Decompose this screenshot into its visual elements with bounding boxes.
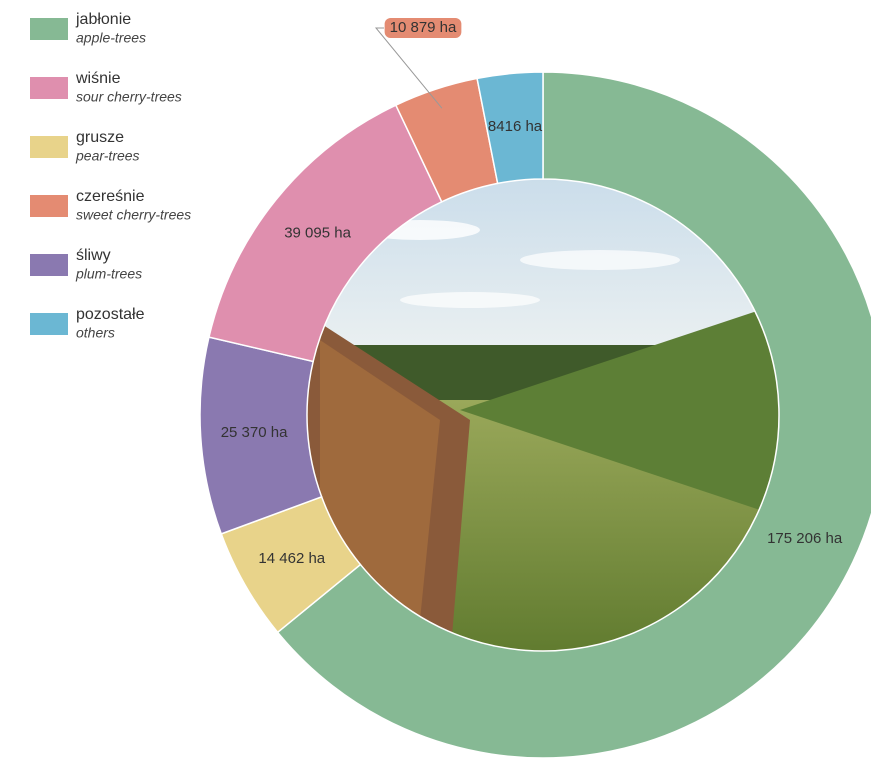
- value-label: 39 095 ha: [284, 224, 351, 241]
- legend-swatch: [30, 254, 68, 276]
- legend-sublabel: apple-trees: [76, 30, 146, 46]
- legend-swatch: [30, 77, 68, 99]
- value-label: 10 879 ha: [390, 19, 457, 36]
- legend-label: wiśnie: [75, 70, 121, 87]
- legend-label: jabłonie: [75, 11, 131, 28]
- legend-label: grusze: [76, 129, 124, 146]
- legend-swatch: [30, 195, 68, 217]
- legend-sublabel: plum-trees: [75, 266, 142, 282]
- legend-label: śliwy: [76, 247, 111, 264]
- legend-swatch: [30, 136, 68, 158]
- value-label: 8416 ha: [488, 118, 543, 135]
- legend-sublabel: others: [76, 325, 115, 341]
- value-label: 175 206 ha: [767, 530, 843, 547]
- legend-label: pozostałe: [76, 306, 145, 323]
- legend-label: czereśnie: [76, 188, 145, 205]
- donut-segment: [476, 71, 544, 185]
- donut-segment: [276, 71, 871, 759]
- legend-swatch: [30, 18, 68, 40]
- legend-sublabel: sour cherry-trees: [76, 89, 182, 105]
- callout-line: [374, 27, 443, 109]
- legend: jabłonie apple-trees wiśnie sour cherry-tre…: [30, 11, 191, 341]
- donut: 175 206 ha 14 462 ha 25 370 ha 39 095 ha 10 …: [199, 18, 871, 759]
- legend-swatch: [30, 313, 68, 335]
- value-label: 14 462 ha: [258, 550, 325, 567]
- legend-sublabel: pear-trees: [75, 148, 140, 164]
- value-label: 25 370 ha: [221, 424, 288, 441]
- callout-box: [384, 18, 462, 38]
- legend-sublabel: sweet cherry-trees: [76, 207, 191, 223]
